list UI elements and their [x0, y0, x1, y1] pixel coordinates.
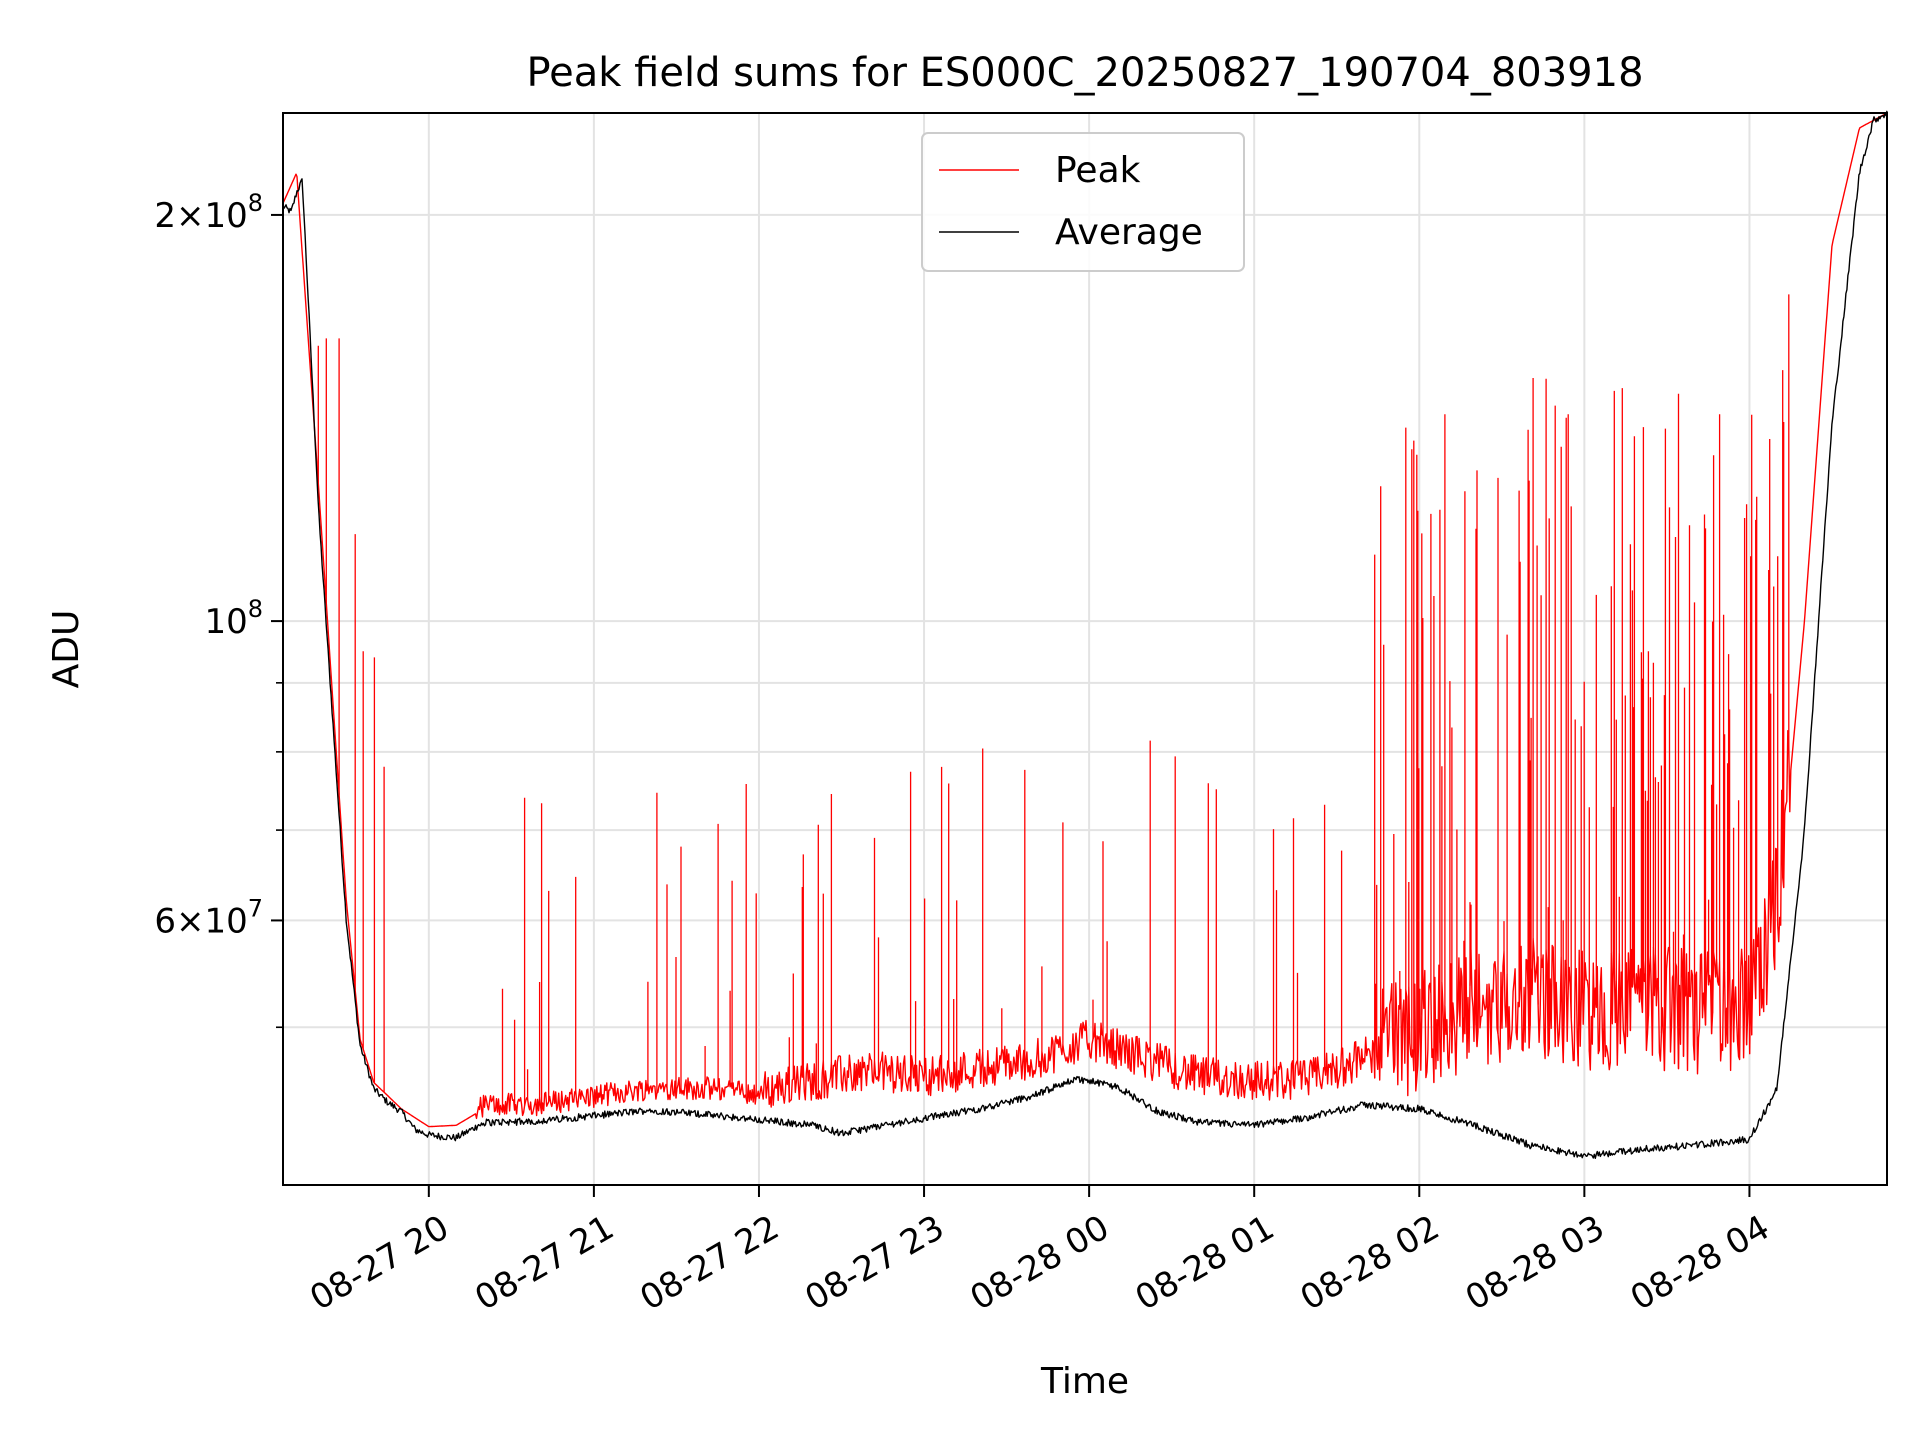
series-lines: [282, 110, 1888, 1159]
y-tick-label: 108: [204, 595, 263, 642]
y-axis-label: ADU: [46, 610, 87, 689]
legend-peak-label: Peak: [1055, 150, 1141, 191]
legend-box: [921, 132, 1245, 272]
chart-title: Peak field sums for ES000C_20250827_1907…: [526, 50, 1643, 96]
legend-average-label: Average: [1055, 212, 1203, 253]
legend: Peak Average: [921, 132, 1245, 272]
series-average-line: [282, 110, 1888, 1159]
y-tick-label: 2×108: [154, 189, 263, 236]
series-peak-line: [282, 112, 1888, 1128]
y-tick-label: 6×107: [154, 894, 263, 941]
x-axis-label: Time: [1040, 1361, 1129, 1402]
plot-frame: [282, 112, 1888, 1186]
